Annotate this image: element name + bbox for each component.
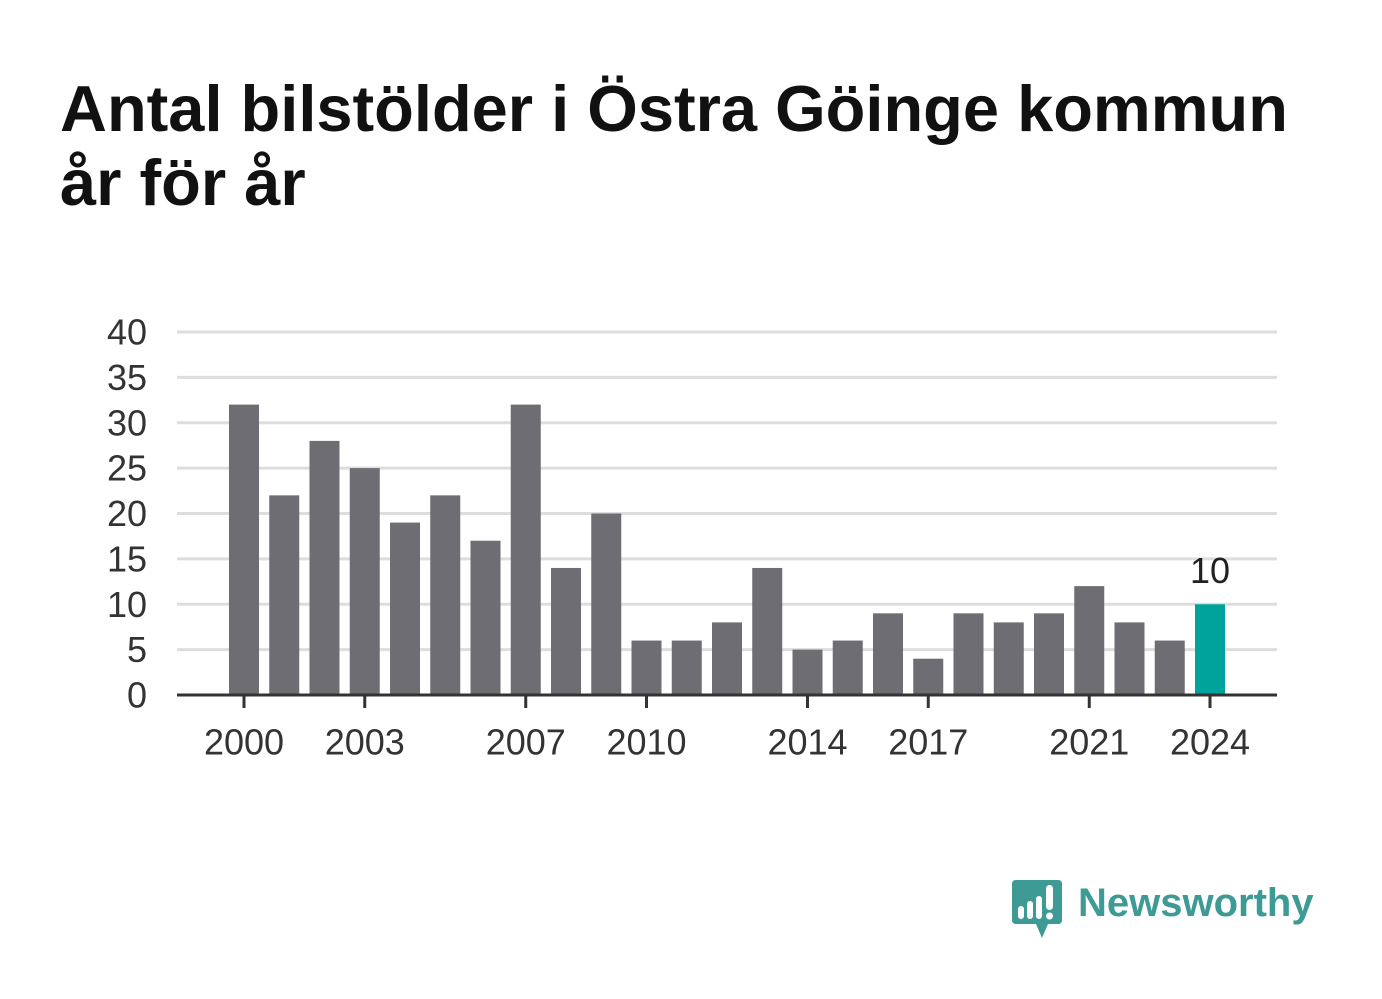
gridlines [177, 330, 1277, 652]
y-tick-label-35: 35 [107, 357, 147, 398]
y-tick-label-30: 30 [107, 402, 147, 443]
x-tick-label-2007: 2007 [486, 722, 566, 763]
y-tick-label-0: 0 [127, 675, 147, 716]
bar-2008 [551, 567, 581, 695]
x-tick-label-2024: 2024 [1170, 722, 1250, 763]
data-label-2024: 10 [1190, 550, 1230, 591]
bar-2012 [712, 622, 742, 695]
y-tick-label-10: 10 [107, 584, 147, 625]
bar-2022 [1114, 622, 1145, 695]
bar-2004 [390, 522, 420, 695]
bar-2003 [349, 468, 380, 695]
bar-2005 [430, 495, 461, 695]
bar-2002 [309, 440, 340, 695]
bar-2010 [631, 640, 662, 695]
bar-2009 [591, 513, 622, 695]
x-tick-label-2000: 2000 [204, 722, 284, 763]
chart-title: Antal bilstölder i Östra Göinge kommun å… [60, 72, 1288, 219]
x-tick-label-2010: 2010 [606, 722, 686, 763]
x-axis-labels: 2000 2003 2007 2010 2014 2017 2021 2024 [204, 695, 1250, 763]
bar-2021 [1074, 586, 1105, 695]
bar-2013 [752, 567, 783, 695]
bars [229, 404, 1225, 695]
y-tick-label-5: 5 [127, 629, 147, 670]
bar-2011 [671, 640, 702, 695]
bar-2018 [953, 613, 984, 695]
bar-2015 [832, 640, 863, 695]
y-tick-label-25: 25 [107, 448, 147, 489]
bar-2016 [873, 613, 903, 695]
bar-2000 [229, 404, 259, 695]
bar-2014 [792, 649, 823, 695]
brand-name: Newsworthy [1078, 881, 1314, 925]
x-tick-label-2017: 2017 [888, 722, 968, 763]
y-tick-label-15: 15 [107, 538, 147, 579]
bar-2017 [913, 658, 944, 695]
x-tick-label-2021: 2021 [1049, 722, 1129, 763]
bar-2019 [993, 622, 1024, 695]
x-tick-label-2003: 2003 [325, 722, 405, 763]
brand-logo: Newsworthy [1010, 876, 1314, 942]
y-tick-label-20: 20 [107, 493, 147, 534]
bar-2007 [510, 404, 541, 695]
bar-2024 [1195, 604, 1225, 695]
bar-2001 [269, 495, 300, 695]
bar-2020 [1034, 613, 1064, 695]
newsworthy-logo-icon [1012, 880, 1062, 938]
bar-2006 [470, 540, 501, 695]
x-tick-label-2014: 2014 [767, 722, 847, 763]
y-tick-label-40: 40 [107, 312, 147, 353]
bar-2023 [1154, 640, 1185, 695]
